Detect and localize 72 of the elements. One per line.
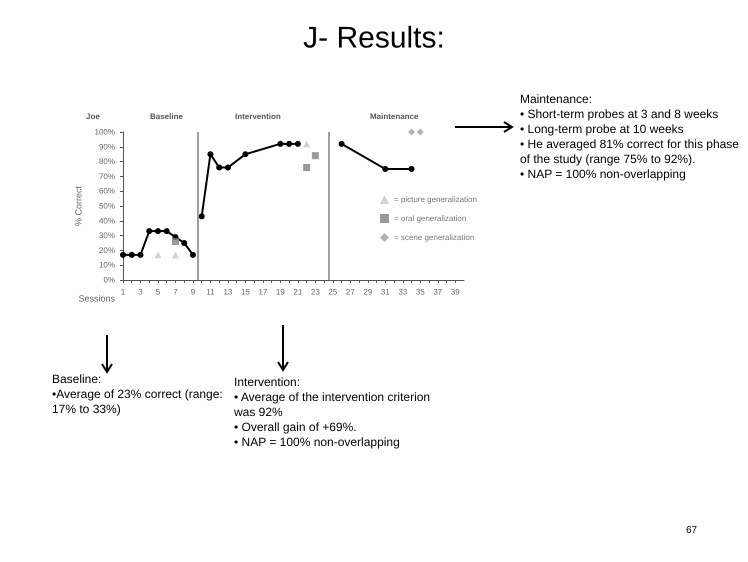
x-tick-label: 13 [223, 288, 233, 296]
point [286, 140, 292, 147]
x-tick-label: 17 [258, 288, 268, 296]
text: Baseline [150, 112, 184, 122]
point [207, 151, 214, 158]
point [216, 164, 222, 171]
chart-title: J- Results: [303, 22, 445, 54]
x-tick-label: 39 [450, 288, 460, 296]
y-tick-label: 20% [98, 246, 115, 255]
point [154, 251, 162, 258]
point [408, 128, 416, 136]
x-tick-label: 21 [293, 288, 303, 296]
x-axis-title: Sessions [78, 294, 116, 304]
y-tick-label: 100% [94, 128, 115, 136]
x-tick-label: 5 [156, 288, 161, 296]
point [172, 238, 179, 246]
text: Maintenance: • Short-term probes at 3 and 8 weeks • Long-term probe at 10 weeks • He averaged 81% correct for this phase of the study (range 75% to 92%). • NAP = 100% non-overlapping [520, 92, 740, 182]
point [242, 151, 248, 158]
x-tick-label: 1 [120, 288, 126, 296]
point [303, 164, 310, 172]
point [190, 252, 196, 258]
point [294, 140, 301, 147]
y-tick-label: 60% [98, 186, 115, 196]
x-tick-label: 23 [310, 288, 320, 296]
point [198, 213, 205, 220]
x-tick-label: 35 [416, 288, 426, 296]
y-tick-label: 80% [98, 157, 115, 166]
y-tick-label: 0% [103, 276, 115, 284]
y-tick-label: 30% [98, 231, 115, 240]
point [172, 251, 179, 258]
x-tick-label: 31 [380, 288, 390, 296]
point [154, 228, 161, 234]
x-tick-label: 15 [240, 288, 250, 296]
point [164, 228, 170, 234]
text: Joe [86, 112, 101, 122]
y-tick-label: 50% [98, 202, 115, 210]
y-tick-label: 70% [98, 172, 115, 181]
x-tick-label: 11 [206, 288, 216, 296]
x-tick-label: 7 [173, 288, 178, 296]
point [312, 152, 319, 160]
point [382, 166, 388, 172]
point [277, 140, 284, 147]
text: Maintenance [370, 112, 420, 122]
x-tick-label: 29 [363, 288, 373, 296]
x-tick-label: 19 [276, 288, 286, 296]
point [120, 252, 126, 258]
y-tick-label: 90% [98, 142, 115, 152]
text: 67 [686, 525, 698, 538]
point [416, 128, 424, 136]
x-tick-label: 25 [328, 288, 338, 296]
x-tick-label: 33 [398, 288, 408, 296]
point [408, 166, 415, 172]
y-tick-label: 10% [98, 260, 115, 270]
legend-label: = scene generalization [394, 233, 474, 242]
point [224, 164, 231, 171]
point [146, 228, 152, 234]
legend-label: = oral generalization [394, 214, 466, 223]
point [128, 252, 135, 258]
text: Intervention: • Average of the intervention criterion was 92% • Overall gain of +69%. • NAP = 100% non-overlapping [234, 375, 432, 450]
x-tick-label: 9 [190, 288, 196, 296]
point [303, 140, 310, 148]
point [181, 240, 188, 246]
x-tick-label: 3 [138, 288, 144, 296]
y-tick-label: 40% [98, 216, 115, 226]
text: Baseline: •Average of 23% correct (range: 17% to 33%) [52, 372, 224, 417]
legend-label: = picture generalization [394, 195, 477, 204]
x-tick-label: 27 [346, 288, 356, 296]
x-tick-label: 37 [433, 288, 443, 296]
point [338, 140, 345, 147]
y-axis-title: % Correct [74, 186, 84, 226]
text: Intervention [235, 112, 282, 122]
point [137, 252, 144, 258]
